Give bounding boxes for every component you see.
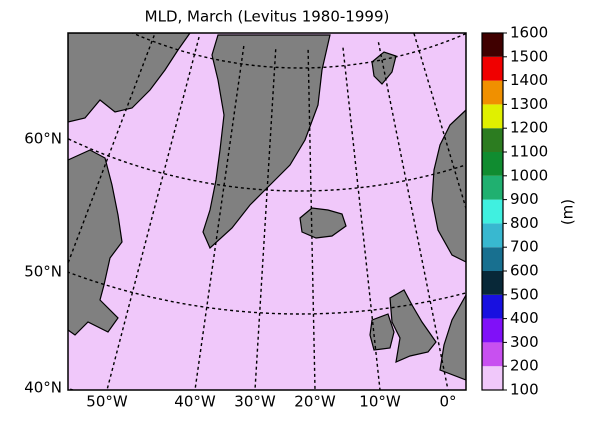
meridian	[413, 33, 466, 211]
color-bin	[482, 318, 503, 343]
meridian	[106, 36, 200, 390]
color-bin	[482, 223, 503, 248]
color-bin	[482, 366, 503, 390]
colorbar-tick-label: 100	[510, 381, 539, 399]
color-bin	[482, 271, 503, 295]
colorbar-label: (m)	[559, 199, 577, 225]
ireland	[369, 313, 395, 351]
meridian	[194, 45, 245, 390]
color-bin	[482, 294, 503, 319]
colorbar-frame	[481, 32, 504, 391]
lon-label: 30°W	[234, 393, 276, 411]
color-bin	[482, 247, 503, 271]
meridian	[342, 47, 381, 390]
labrador	[68, 149, 123, 336]
colorbar-tick-label: 200	[510, 357, 539, 375]
color-bin	[482, 175, 503, 200]
lon-label: 10°W	[359, 393, 401, 411]
color-bin	[482, 56, 503, 81]
color-bin	[482, 80, 503, 105]
parallel	[130, 33, 466, 69]
colorbar-tick-label: 800	[510, 214, 539, 232]
scandinavia	[431, 109, 466, 263]
europe	[439, 293, 466, 381]
color-bin	[482, 152, 503, 176]
colorbar-tick-label: 400	[510, 309, 539, 327]
great-britain	[389, 289, 437, 363]
colorbar-tick-label: 300	[510, 333, 539, 351]
colorbar-tick-label: 900	[510, 190, 539, 208]
color-bin	[482, 199, 503, 224]
lat-label: 50°N	[24, 263, 62, 281]
color-bin	[482, 128, 503, 152]
lon-label: 40°W	[174, 393, 216, 411]
map-title: MLD, March (Levitus 1980-1999)	[145, 8, 390, 26]
colorbar-tick-label: 1600	[510, 24, 548, 42]
colorbar-tick-label: 700	[510, 238, 539, 256]
colorbar-tick-label: 1200	[510, 119, 548, 137]
colorbar-tick-label: 1100	[510, 143, 548, 161]
colorbar-tick-label: 1300	[510, 95, 548, 113]
lat-label: 40°N	[24, 379, 62, 397]
lon-label: 50°W	[86, 393, 128, 411]
lat-label: 60°N	[24, 130, 62, 148]
color-bin	[482, 342, 503, 367]
lon-label: 20°W	[294, 393, 336, 411]
greenland	[202, 34, 331, 250]
baffin-island	[68, 33, 191, 123]
colorbar-tick-label: 500	[510, 285, 539, 303]
colorbar-tick-label: 1400	[510, 71, 548, 89]
color-bin	[482, 104, 503, 129]
lon-label: 0°	[439, 393, 456, 411]
colorbar-tick-label: 1000	[510, 166, 548, 184]
colorbar-tick-label: 600	[510, 262, 539, 280]
colorbar-tick-label: 1500	[510, 47, 548, 65]
map-frame	[67, 32, 467, 391]
color-bin	[482, 33, 503, 57]
